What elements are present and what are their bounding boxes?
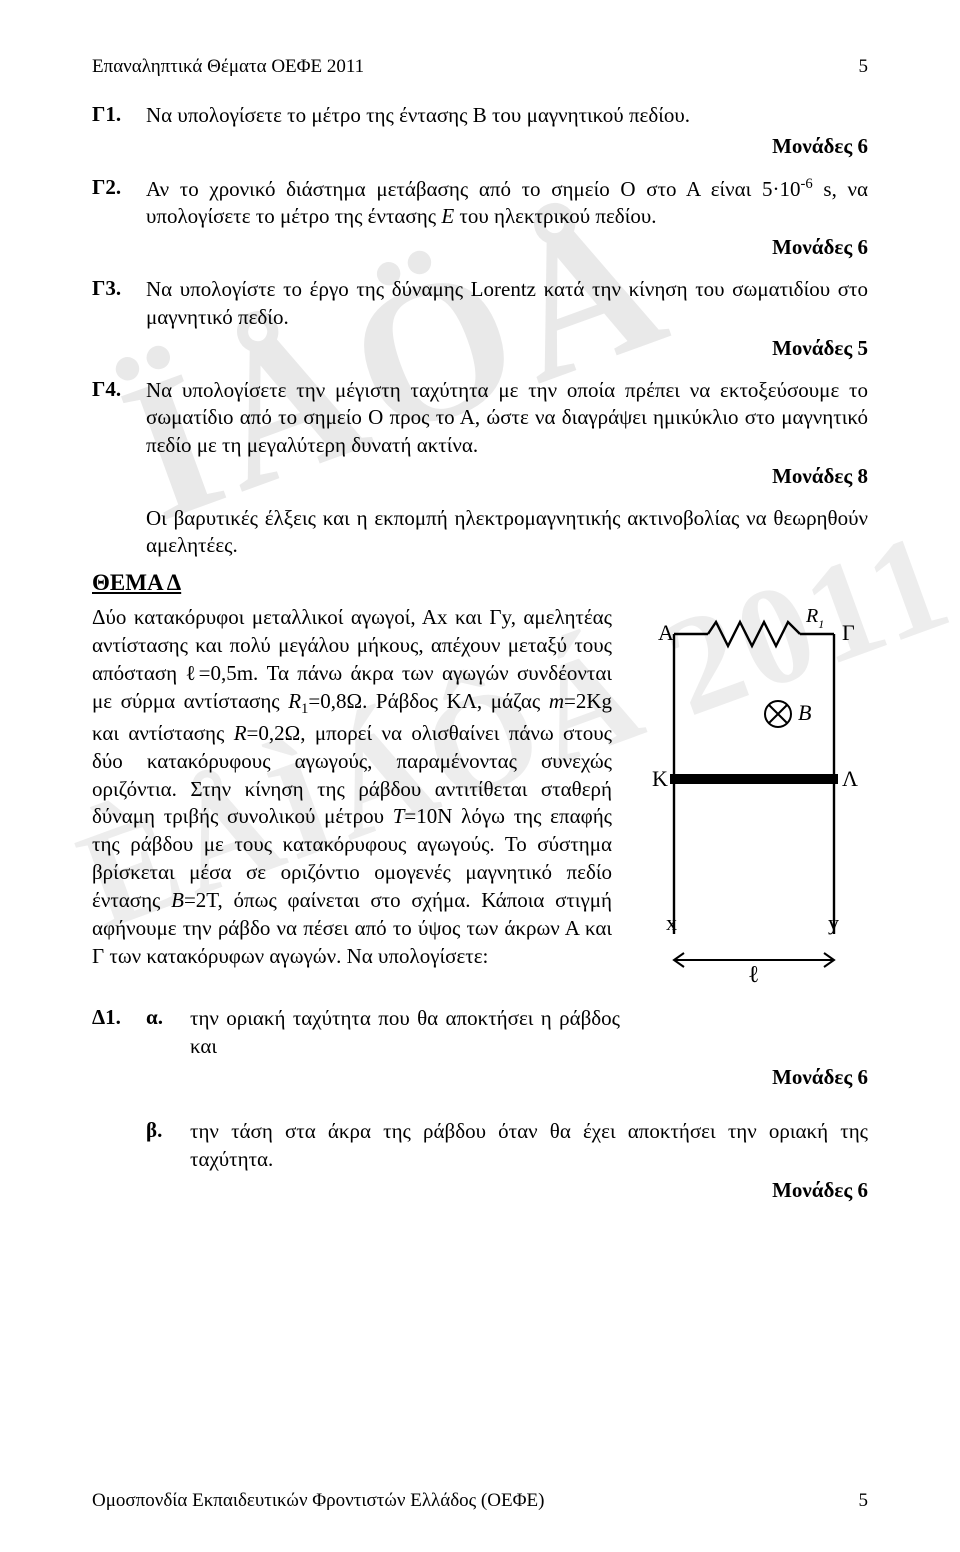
question-text-g4: Να υπολογίσετε την μέγιστη ταχύτητα με τ…	[146, 377, 868, 460]
question-text-g3: Να υπολογίστε το έργο της δύναμης Lorent…	[146, 276, 868, 331]
fig-label-y: y	[828, 910, 839, 935]
points-d1a: Μονάδες 6	[92, 1065, 868, 1090]
fig-label-ell: ℓ	[748, 962, 760, 984]
question-label-g2: Γ2.	[92, 175, 146, 231]
page-footer: Ομοσπονδία Εκπαιδευτικών Φροντιστών Ελλά…	[92, 1490, 868, 1512]
question-label-g3: Γ3.	[92, 276, 146, 331]
points-g3: Μονάδες 5	[92, 336, 868, 361]
question-g4-note: Οι βαρυτικές έλξεις και η εκπομπή ηλεκτρ…	[92, 505, 868, 560]
question-g1: Γ1. Να υπολογίσετε το μέτρο της έντασης …	[92, 102, 868, 130]
question-label-d1: Δ1.	[92, 1005, 146, 1061]
fig-label-R1: R1	[805, 605, 824, 631]
question-text-d1b: την τάση στα άκρα της ράβδου όταν θα έχε…	[190, 1118, 868, 1174]
page-header: Επαναληπτικά Θέματα ΟΕΦΕ 2011 5	[92, 56, 868, 78]
question-text-g1: Να υπολογίσετε το μέτρο της έντασης Β το…	[146, 102, 868, 130]
question-text-g2: Αν το χρονικό διάστημα μετάβασης από το …	[146, 175, 868, 231]
circuit-svg: Α Γ Κ Λ x y B ℓ R1	[638, 604, 868, 984]
section-title-theme-d: ΘΕΜΑ Δ	[92, 570, 868, 596]
circuit-figure: Α Γ Κ Λ x y B ℓ R1	[638, 604, 868, 989]
question-sublabel-d1b: β.	[146, 1118, 190, 1174]
header-page-number: 5	[859, 56, 869, 78]
question-d1-b: β. την τάση στα άκρα της ράβδου όταν θα …	[92, 1118, 868, 1174]
points-g1: Μονάδες 6	[92, 134, 868, 159]
fig-label-G: Γ	[842, 620, 855, 645]
question-g2: Γ2. Αν το χρονικό διάστημα μετάβασης από…	[92, 175, 868, 231]
points-g4: Μονάδες 8	[92, 464, 868, 489]
question-g4-note-spacer	[92, 505, 146, 560]
fig-label-x: x	[666, 910, 677, 935]
question-g4: Γ4. Να υπολογίσετε την μέγιστη ταχύτητα …	[92, 377, 868, 460]
footer-page-number: 5	[859, 1490, 869, 1512]
fig-label-A: Α	[658, 620, 674, 645]
fig-label-B: B	[798, 700, 811, 725]
header-left: Επαναληπτικά Θέματα ΟΕΦΕ 2011	[92, 56, 364, 78]
fig-label-K: Κ	[652, 766, 668, 791]
theme-d-block: Δύο κατακόρυφοι μεταλλικοί αγωγοί, Αx κα…	[92, 604, 868, 989]
question-label-g1: Γ1.	[92, 102, 146, 130]
points-d1b: Μονάδες 6	[92, 1178, 868, 1203]
question-g4-note-text: Οι βαρυτικές έλξεις και η εκπομπή ηλεκτρ…	[146, 505, 868, 560]
question-g3: Γ3. Να υπολογίστε το έργο της δύναμης Lo…	[92, 276, 868, 331]
footer-left: Ομοσπονδία Εκπαιδευτικών Φροντιστών Ελλά…	[92, 1490, 544, 1512]
question-sublabel-d1a: α.	[146, 1005, 190, 1061]
theme-d-text: Δύο κατακόρυφοι μεταλλικοί αγωγοί, Αx κα…	[92, 604, 612, 971]
points-g2: Μονάδες 6	[92, 235, 868, 260]
question-label-g4: Γ4.	[92, 377, 146, 460]
question-text-d1a: την οριακή ταχύτητα που θα αποκτήσει η ρ…	[190, 1005, 620, 1061]
question-d1-a: Δ1. α. την οριακή ταχύτητα που θα αποκτή…	[92, 1005, 868, 1061]
fig-label-L: Λ	[842, 766, 858, 791]
question-label-d1b-spacer	[92, 1118, 146, 1174]
